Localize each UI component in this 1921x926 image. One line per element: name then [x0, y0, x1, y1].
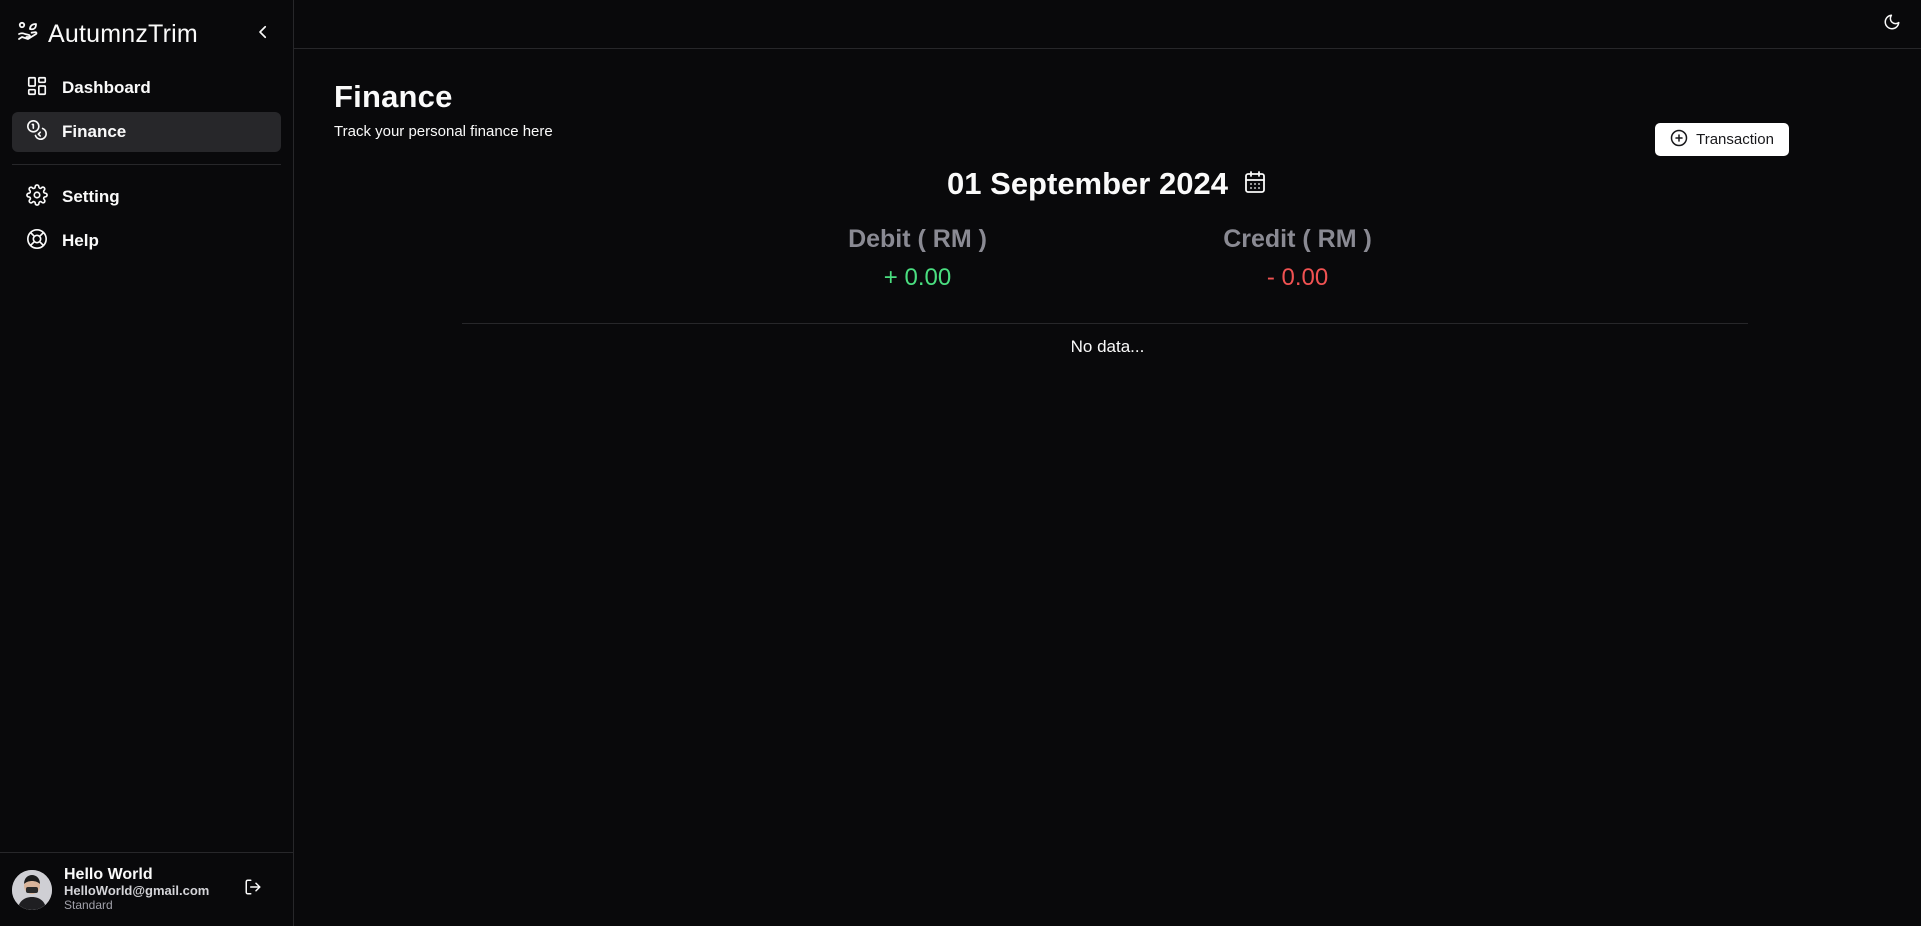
- user-name: Hello World: [64, 865, 153, 883]
- credit-label: Credit ( RM ): [1223, 225, 1372, 253]
- page-title: Finance: [334, 79, 453, 114]
- calendar-button[interactable]: [1242, 170, 1268, 199]
- avatar[interactable]: [12, 869, 52, 910]
- brand-name: AutumnzTrim: [48, 19, 198, 48]
- credit-summary: Credit ( RM ) - 0.00: [1108, 225, 1488, 292]
- sidebar-nav: Dashboard Finance: [0, 68, 293, 156]
- user-email: HelloWorld@gmail.com: [64, 883, 210, 899]
- user-card: Hello World HelloWorld@gmail.com Standar…: [0, 852, 293, 926]
- page-subtitle: Track your personal finance here: [334, 123, 553, 140]
- sidebar-divider: [12, 164, 281, 165]
- gear-icon: [26, 183, 48, 211]
- calendar-icon: [1243, 170, 1267, 199]
- plus-circle-icon: [1670, 129, 1688, 151]
- sidebar-item-help[interactable]: Help: [12, 221, 281, 261]
- theme-toggle-button[interactable]: [1879, 11, 1905, 37]
- sidebar-item-finance[interactable]: Finance: [12, 112, 281, 152]
- debit-value: + 0.00: [883, 264, 952, 291]
- sidebar-item-label: Finance: [62, 122, 127, 141]
- moon-icon: [1883, 13, 1901, 36]
- user-plan: Standard: [64, 898, 113, 913]
- sidebar-secondary-nav: Setting Help: [0, 177, 293, 265]
- layout-dashboard-icon: [26, 75, 48, 102]
- summary-divider: [462, 323, 1748, 324]
- credit-value: - 0.00: [1266, 264, 1329, 291]
- sidebar-item-label: Setting: [62, 187, 120, 206]
- finance-content: Finance Track your personal finance here…: [294, 49, 1921, 926]
- sidebar-item-label: Dashboard: [62, 78, 151, 97]
- collapse-sidebar-button[interactable]: [249, 20, 277, 48]
- main-area: Finance Track your personal finance here…: [294, 0, 1921, 926]
- date-selector: 01 September 2024: [294, 166, 1921, 202]
- selected-date: 01 September 2024: [947, 166, 1228, 201]
- coins-icon: [26, 119, 48, 146]
- debit-summary: Debit ( RM ) + 0.00: [728, 225, 1108, 292]
- brand-header: AutumnzTrim: [0, 0, 293, 68]
- logout-button[interactable]: [239, 876, 267, 904]
- chevron-left-icon: [254, 23, 272, 46]
- finance-summary: Debit ( RM ) + 0.00 Credit ( RM ) - 0.00: [294, 225, 1921, 292]
- topbar: [294, 0, 1921, 49]
- logout-icon: [244, 878, 262, 901]
- sidebar-item-setting[interactable]: Setting: [12, 177, 281, 217]
- user-info: Hello World HelloWorld@gmail.com Standar…: [64, 866, 227, 913]
- debit-label: Debit ( RM ): [848, 225, 987, 253]
- sidebar-item-dashboard[interactable]: Dashboard: [12, 68, 281, 108]
- sidebar: AutumnzTrim Dashboard: [0, 0, 294, 926]
- plant-hand-icon: [16, 20, 40, 49]
- add-transaction-button[interactable]: Transaction: [1655, 123, 1789, 156]
- sidebar-item-label: Help: [62, 231, 99, 250]
- life-buoy-icon: [26, 228, 48, 255]
- add-transaction-label: Transaction: [1696, 131, 1774, 148]
- brand[interactable]: AutumnzTrim: [16, 20, 198, 49]
- empty-state: No data...: [1070, 337, 1145, 356]
